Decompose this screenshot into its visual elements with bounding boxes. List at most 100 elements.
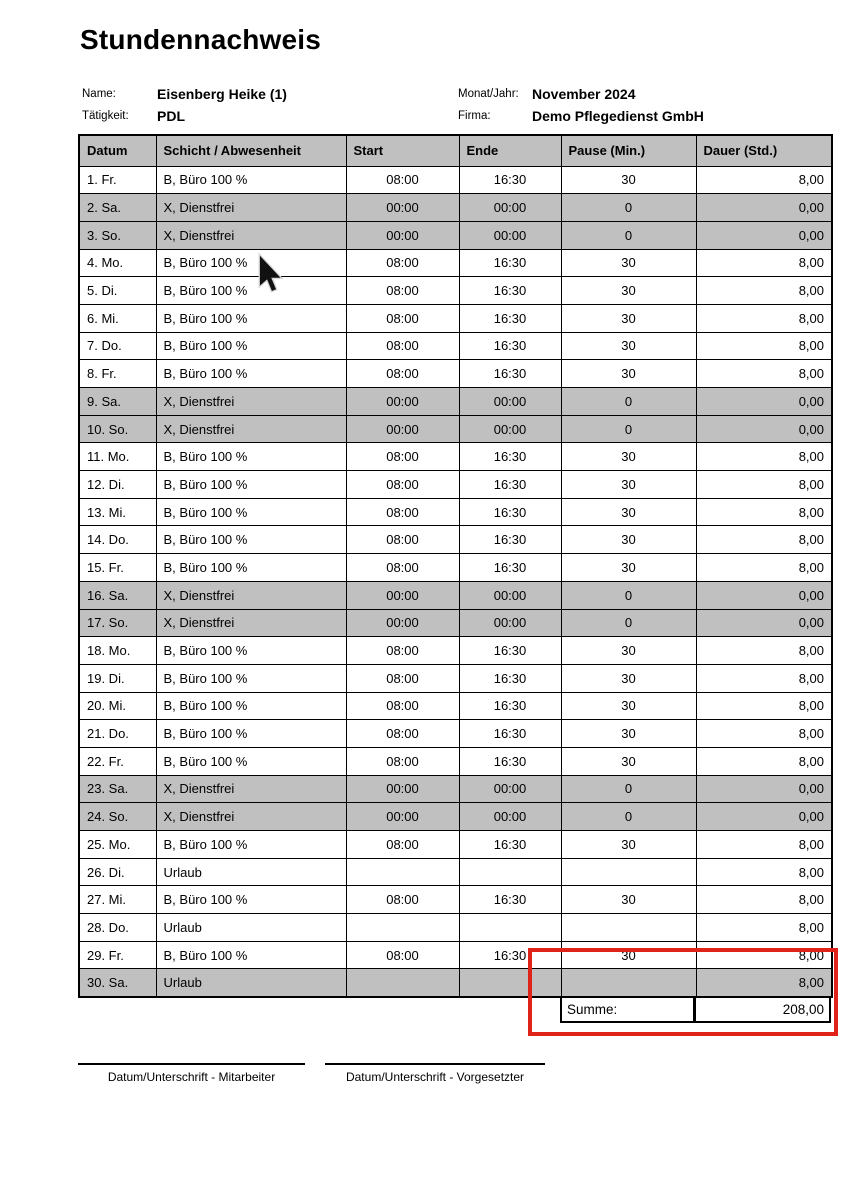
cell-datum: 15. Fr. [78,553,157,582]
cell-pause: 30 [560,165,697,195]
cell-schicht: B, Büro 100 % [155,359,347,388]
cell-dauer: 0,00 [695,387,833,416]
column-header-dauer: Dauer (Std.) [695,134,833,167]
cell-schicht: B, Büro 100 % [155,470,347,499]
cell-dauer: 0,00 [695,774,833,804]
name-label: Name: [82,88,116,100]
cell-datum: 5. Di. [78,276,157,305]
cell-pause: 0 [560,220,697,250]
taetigkeit-value: PDL [157,108,185,124]
cell-schicht: Urlaub [155,913,347,942]
cell-pause: 0 [560,414,697,444]
cell-pause: 30 [560,248,697,278]
cell-datum: 28. Do. [78,913,157,942]
table-row: 11. Mo. B, Büro 100 % 08:00 16:30 30 8,00 [78,442,833,472]
cell-datum: 17. So. [78,608,157,638]
table-row: 21. Do. B, Büro 100 % 08:00 16:30 30 8,00 [78,719,833,748]
cell-schicht: B, Büro 100 % [155,830,347,859]
monat-jahr-label: Monat/Jahr: [458,88,519,100]
cell-ende: 16:30 [458,331,562,361]
cell-ende: 16:30 [458,553,562,582]
cell-schicht: X, Dienstfrei [155,414,347,444]
cell-schicht: B, Büro 100 % [155,165,347,195]
cell-datum: 27. Mi. [78,885,157,915]
cell-pause: 30 [560,497,697,527]
cell-ende: 16:30 [458,691,562,721]
table-row: 18. Mo. B, Büro 100 % 08:00 16:30 30 8,00 [78,636,833,665]
table-row: 15. Fr. B, Büro 100 % 08:00 16:30 30 8,00 [78,553,833,582]
column-header-ende: Ende [458,134,562,167]
cell-ende: 16:30 [458,525,562,555]
cell-dauer: 8,00 [695,359,833,388]
firma-value: Demo Pflegedienst GmbH [532,108,704,124]
cell-start: 08:00 [345,442,460,472]
table-row: 6. Mi. B, Büro 100 % 08:00 16:30 30 8,00 [78,303,833,333]
cell-dauer: 8,00 [695,553,833,582]
cell-schicht: B, Büro 100 % [155,303,347,333]
cell-start: 08:00 [345,525,460,555]
cell-start [345,857,460,887]
cell-dauer: 8,00 [695,885,833,915]
signature-line-supervisor [325,1063,545,1065]
table-row: 13. Mi. B, Büro 100 % 08:00 16:30 30 8,00 [78,497,833,527]
cell-datum: 6. Mi. [78,303,157,333]
cell-start: 00:00 [345,193,460,222]
cell-datum: 23. Sa. [78,774,157,804]
table-row: 10. So. X, Dienstfrei 00:00 00:00 0 0,00 [78,414,833,444]
cell-schicht: B, Büro 100 % [155,331,347,361]
cell-dauer: 8,00 [695,746,833,776]
cell-pause: 0 [560,387,697,416]
cell-dauer: 8,00 [695,830,833,859]
cell-pause: 30 [560,303,697,333]
cell-start: 08:00 [345,165,460,195]
table-row: 20. Mi. B, Büro 100 % 08:00 16:30 30 8,00 [78,691,833,721]
table-row: 8. Fr. B, Büro 100 % 08:00 16:30 30 8,00 [78,359,833,388]
cell-ende: 00:00 [458,220,562,250]
cell-dauer: 8,00 [695,497,833,527]
cell-datum: 26. Di. [78,857,157,887]
cell-datum: 22. Fr. [78,746,157,776]
cell-ende: 16:30 [458,636,562,665]
cell-pause [560,968,697,998]
cell-ende [458,857,562,887]
cell-start: 08:00 [345,276,460,305]
cell-pause: 0 [560,193,697,222]
signature-label-employee: Datum/Unterschrift - Mitarbeiter [107,1070,276,1084]
cell-pause: 30 [560,525,697,555]
table-row: 7. Do. B, Büro 100 % 08:00 16:30 30 8,00 [78,331,833,361]
table-row: 3. So. X, Dienstfrei 00:00 00:00 0 0,00 [78,220,833,250]
cell-dauer: 0,00 [695,193,833,222]
table-row: 25. Mo. B, Büro 100 % 08:00 16:30 30 8,00 [78,830,833,859]
cell-start: 00:00 [345,387,460,416]
cell-schicht: X, Dienstfrei [155,220,347,250]
cell-start: 08:00 [345,303,460,333]
cell-pause: 0 [560,774,697,804]
cell-ende: 16:30 [458,497,562,527]
cell-dauer: 8,00 [695,857,833,887]
cell-dauer: 8,00 [695,276,833,305]
cell-start [345,968,460,998]
cell-schicht: X, Dienstfrei [155,802,347,831]
cell-ende: 00:00 [458,774,562,804]
mouse-cursor-icon [258,252,284,293]
cell-schicht: B, Büro 100 % [155,885,347,915]
cell-datum: 18. Mo. [78,636,157,665]
summe-row: Summe: 208,00 [560,996,831,1023]
timesheet-body: 1. Fr. B, Büro 100 % 08:00 16:30 30 8,00 2. Sa… [78,165,833,998]
cell-ende: 00:00 [458,193,562,222]
cell-pause: 30 [560,746,697,776]
table-row: 22. Fr. B, Büro 100 % 08:00 16:30 30 8,00 [78,746,833,776]
cell-start: 00:00 [345,580,460,610]
cell-start [345,913,460,942]
cell-ende: 16:30 [458,276,562,305]
cell-start: 08:00 [345,885,460,915]
cell-datum: 14. Do. [78,525,157,555]
cell-dauer: 8,00 [695,719,833,748]
cell-pause: 30 [560,331,697,361]
cell-start: 08:00 [345,719,460,748]
column-header-schicht: Schicht / Abwesenheit [155,134,347,167]
table-row: 5. Di. B, Büro 100 % 08:00 16:30 30 8,00 [78,276,833,305]
cell-schicht: X, Dienstfrei [155,387,347,416]
cell-pause: 30 [560,359,697,388]
cell-start: 00:00 [345,220,460,250]
